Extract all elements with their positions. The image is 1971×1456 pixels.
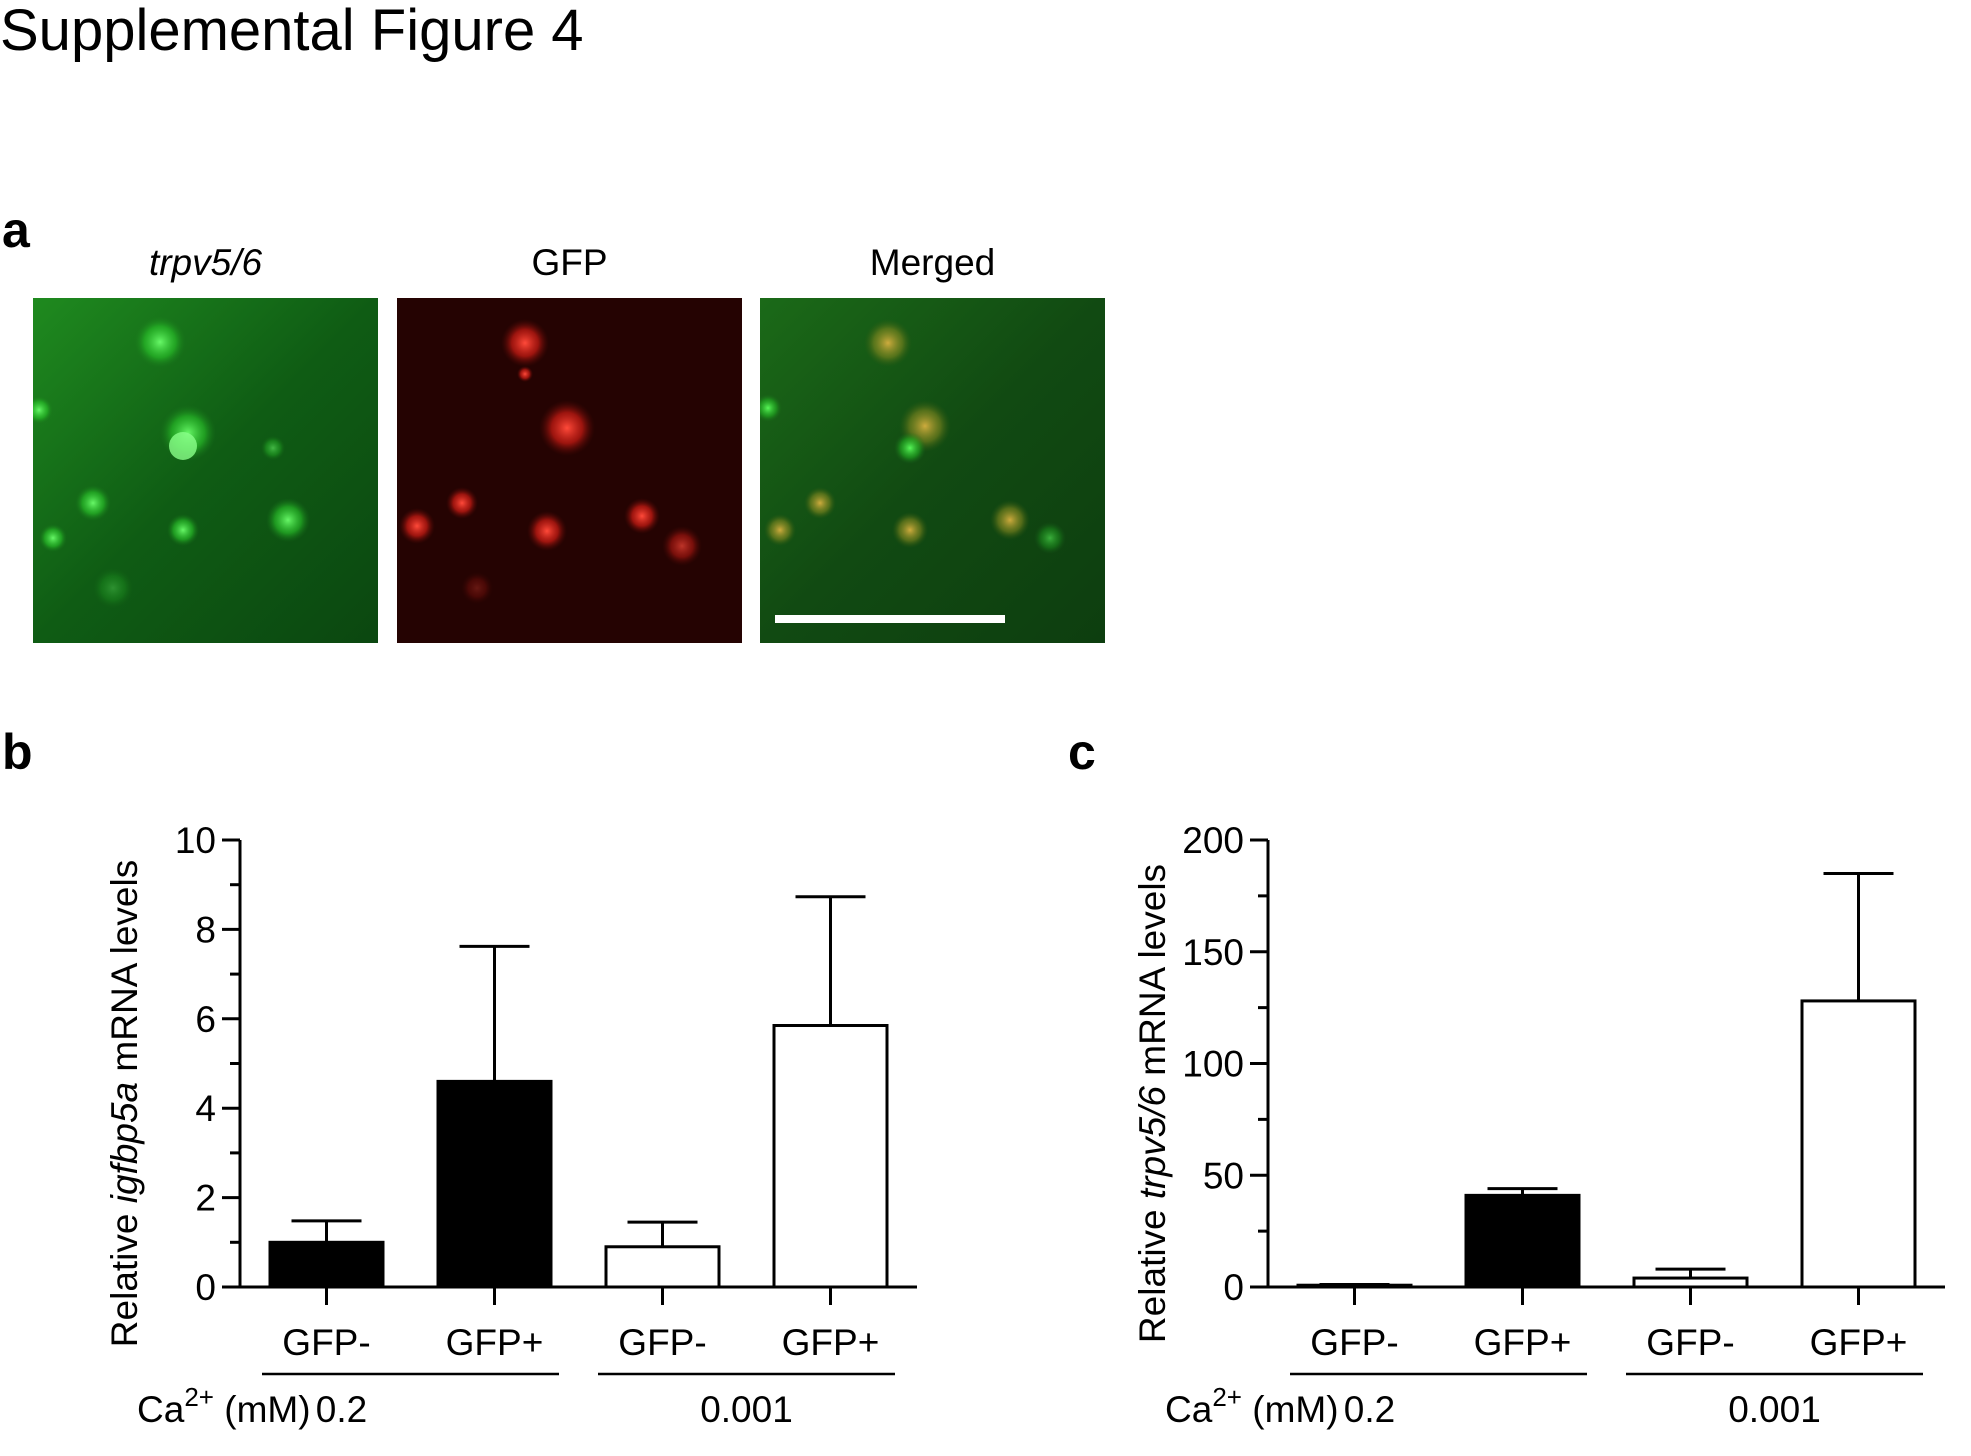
- y-tick-label: 6: [195, 999, 216, 1040]
- category-label: GFP+: [782, 1322, 880, 1363]
- y-axis-label-part: trpv5/6: [1132, 1086, 1173, 1200]
- panel-b-letter: b: [2, 724, 33, 780]
- group-axis-label-rest: (mM): [214, 1389, 311, 1430]
- scale-bar: [775, 615, 1005, 623]
- y-axis-label-part: mRNA levels: [104, 860, 145, 1082]
- bar: [268, 1240, 385, 1289]
- chart-c: 0 50 100 150 200 Relative trpv5/6 mRNA levels…: [1128, 790, 1971, 1455]
- category-label: GFP+: [1474, 1322, 1572, 1363]
- y-tick-label: 100: [1182, 1044, 1244, 1085]
- group-label: 0.2: [1344, 1389, 1395, 1430]
- y-axis-label-part: mRNA levels: [1132, 864, 1173, 1086]
- bar: [772, 1024, 889, 1289]
- y-axis-label: Relative igfbp5a mRNA levels: [104, 860, 145, 1347]
- group-axis-label-rest: (mM): [1242, 1389, 1339, 1430]
- y-tick-label: 200: [1182, 820, 1244, 861]
- y-tick-label: 50: [1203, 1155, 1244, 1196]
- image-label-merged: Merged: [869, 242, 996, 283]
- y-tick-label: 10: [175, 820, 216, 861]
- figure-title: Supplemental Figure 4: [0, 0, 584, 63]
- chart-b: 0 2 4 6 8 10 Relative igfbp5a mRNA levels GFP- G…: [100, 790, 960, 1455]
- group-label: 0.001: [700, 1389, 793, 1430]
- y-axis-label-part: Relative: [1132, 1199, 1173, 1343]
- chart-b-svg: 0 2 4 6 8 10 Relative igfbp5a mRNA levels GFP- G…: [104, 820, 917, 1430]
- category-label: GFP-: [1646, 1322, 1734, 1363]
- category-label: GFP+: [1810, 1322, 1908, 1363]
- group-axis-label-base: Ca: [1165, 1389, 1213, 1430]
- micrograph-trpv56: [33, 298, 378, 643]
- y-tick-label: 4: [195, 1088, 216, 1129]
- bar: [436, 1079, 553, 1289]
- bar: [1296, 1283, 1413, 1289]
- image-label-trpv56: trpv5/6: [148, 242, 263, 283]
- bar: [1800, 999, 1917, 1289]
- category-label: GFP-: [1310, 1322, 1398, 1363]
- category-label: GFP-: [282, 1322, 370, 1363]
- group-axis-label: Ca2+ (mM): [137, 1382, 311, 1430]
- y-tick-label: 8: [195, 909, 216, 950]
- y-tick-label: 0: [195, 1267, 216, 1308]
- y-axis-label: Relative trpv5/6 mRNA levels: [1132, 864, 1173, 1343]
- panel-a-letter: a: [2, 202, 30, 258]
- bar: [1632, 1276, 1749, 1289]
- category-label: GFP-: [618, 1322, 706, 1363]
- group-axis-label: Ca2+ (mM): [1165, 1382, 1339, 1430]
- micrograph-merged: [760, 298, 1105, 643]
- micrograph-gfp: [397, 298, 742, 643]
- panel-c-letter: c: [1068, 724, 1096, 780]
- group-label: 0.001: [1728, 1389, 1821, 1430]
- group-axis-label-sup: 2+: [1212, 1382, 1242, 1412]
- group-axis-label-base: Ca: [137, 1389, 185, 1430]
- group-axis-label-sup: 2+: [184, 1382, 214, 1412]
- category-label: GFP+: [446, 1322, 544, 1363]
- y-tick-label: 2: [195, 1178, 216, 1219]
- bar: [604, 1245, 721, 1289]
- y-tick-label: 0: [1223, 1267, 1244, 1308]
- image-label-gfp: GFP: [531, 242, 608, 283]
- y-axis-label-part: Relative: [104, 1203, 145, 1347]
- bar: [1464, 1193, 1581, 1289]
- y-axis-label-part: igfbp5a: [104, 1082, 145, 1203]
- y-tick-label: 150: [1182, 932, 1244, 973]
- group-label: 0.2: [316, 1389, 367, 1430]
